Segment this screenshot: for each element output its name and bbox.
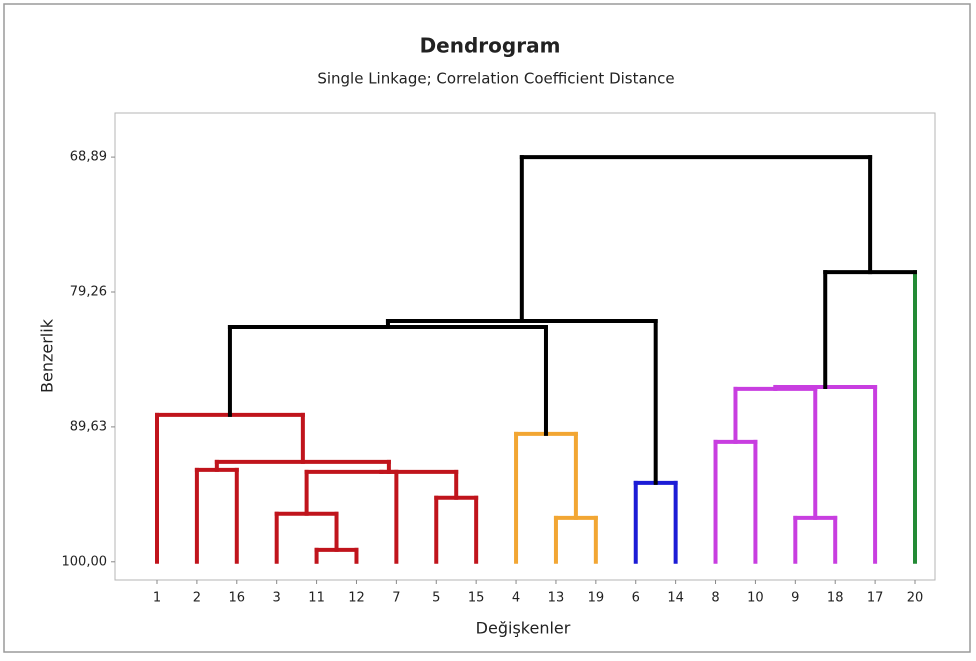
x-tick-label: 16 <box>229 591 246 606</box>
x-tick-label: 6 <box>632 591 640 606</box>
chart-title: Dendrogram <box>420 34 561 58</box>
x-tick-label: 20 <box>907 591 924 606</box>
x-tick-label: 10 <box>747 591 764 606</box>
y-tick-label: 79,26 <box>70 284 107 299</box>
x-tick-label: 17 <box>867 591 884 606</box>
y-tick-label: 68,89 <box>70 150 107 165</box>
x-tick-label: 7 <box>392 591 400 606</box>
x-tick-label: 18 <box>827 591 844 606</box>
x-tick-label: 11 <box>308 591 325 606</box>
x-tick-label: 19 <box>588 591 605 606</box>
x-axis-label: Değişkenler <box>476 619 571 638</box>
x-tick-label: 15 <box>468 591 485 606</box>
x-tick-label: 2 <box>193 591 201 606</box>
x-tick-label: 13 <box>548 591 565 606</box>
x-tick-label: 12 <box>348 591 365 606</box>
chart-subtitle: Single Linkage; Correlation Coefficient … <box>317 70 674 88</box>
x-tick-label: 4 <box>512 591 520 606</box>
x-tick-label: 3 <box>273 591 281 606</box>
y-tick-label: 100,00 <box>62 554 108 569</box>
y-tick-label: 89,63 <box>70 419 107 434</box>
y-axis-label: Benzerlik <box>38 318 57 393</box>
plot-area <box>114 112 936 581</box>
x-tick-label: 5 <box>432 591 440 606</box>
x-tick-label: 9 <box>791 591 799 606</box>
x-tick-label: 1 <box>153 591 161 606</box>
x-tick-label: 8 <box>711 591 719 606</box>
x-tick-label: 14 <box>667 591 684 606</box>
